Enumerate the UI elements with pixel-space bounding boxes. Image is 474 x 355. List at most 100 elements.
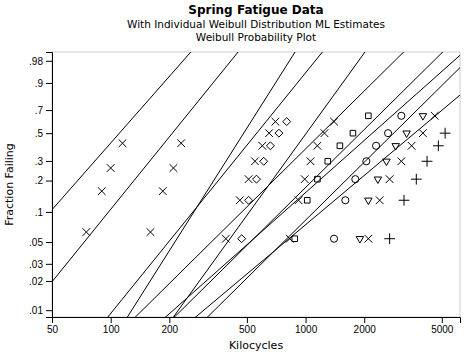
- point: [403, 131, 410, 137]
- y-tick-mark: [46, 110, 52, 111]
- point: [301, 175, 309, 183]
- point: [383, 159, 390, 165]
- point: [419, 114, 426, 120]
- x-tick: 500: [239, 317, 256, 335]
- point: [398, 157, 406, 165]
- x-axis-line: [53, 318, 461, 324]
- fit-line: [52, 55, 460, 317]
- fit-line: [52, 52, 460, 282]
- point: [275, 129, 283, 137]
- point: [292, 236, 298, 242]
- x-tick: 50: [47, 317, 59, 335]
- y-tick: .7: [35, 105, 52, 116]
- point: [314, 142, 322, 150]
- chart: .01.02.03.05.1.2.3.5.7.9.985010020050010…: [0, 0, 474, 355]
- x-tick-mark: [247, 317, 248, 323]
- x-tick-label: 2000: [354, 324, 377, 335]
- point: [342, 197, 349, 204]
- point: [365, 198, 372, 204]
- y-tick-label: .7: [35, 105, 44, 116]
- fit-line: [52, 52, 460, 317]
- x-tick: 100: [103, 317, 120, 335]
- point: [419, 129, 427, 137]
- point: [398, 112, 405, 119]
- y-tick: .98: [29, 55, 52, 66]
- x-tick-mark: [306, 317, 307, 323]
- fit-line: [52, 52, 460, 317]
- point: [384, 233, 395, 244]
- titles: Spring Fatigue DataWith Individual Weibu…: [127, 3, 385, 43]
- point: [304, 197, 310, 203]
- subtitle: Weibull Probability Plot: [196, 31, 316, 43]
- y-tick-label: .05: [29, 237, 43, 248]
- point: [266, 142, 274, 150]
- plot-frame: [52, 52, 460, 317]
- x-tick: 1000: [295, 317, 318, 335]
- y-axis: .01.02.03.05.1.2.3.5.7.9.98: [29, 53, 52, 318]
- point: [251, 157, 259, 165]
- point: [411, 174, 422, 185]
- x-tick-label: 1000: [295, 324, 318, 335]
- x-tick-label: 200: [161, 324, 178, 335]
- x-tick-mark: [442, 317, 443, 323]
- x-tick-label: 5000: [431, 324, 454, 335]
- y-tick: .03: [29, 259, 52, 270]
- point: [374, 177, 381, 183]
- point: [356, 237, 363, 243]
- y-tick-label: .2: [35, 175, 44, 186]
- y-tick-label: .9: [35, 78, 44, 89]
- point: [119, 139, 127, 147]
- point: [363, 158, 370, 165]
- point: [258, 142, 266, 150]
- point: [265, 129, 273, 137]
- y-tick-label: .01: [29, 305, 43, 316]
- point: [82, 228, 90, 236]
- point: [386, 175, 394, 183]
- y-axis-title: Fraction Failing: [3, 143, 16, 226]
- point: [433, 140, 444, 151]
- y-tick-label: .98: [29, 55, 43, 66]
- y-tick: .05: [29, 237, 52, 248]
- point: [376, 196, 384, 204]
- x-tick-label: 500: [239, 324, 256, 335]
- point: [283, 118, 291, 126]
- x-tick: 5000: [431, 317, 454, 335]
- fit-line: [52, 52, 460, 317]
- point: [107, 164, 115, 172]
- fit-line: [52, 52, 460, 210]
- point: [408, 142, 416, 150]
- title: Spring Fatigue Data: [188, 3, 323, 17]
- y-tick: .2: [35, 175, 52, 186]
- y-tick-label: .5: [35, 128, 44, 139]
- y-tick-mark: [46, 264, 52, 265]
- x-tick-mark: [52, 317, 53, 323]
- point: [330, 118, 338, 126]
- subtitle: With Individual Weibull Distribution ML …: [127, 18, 385, 30]
- y-tick-mark: [46, 310, 52, 311]
- y-tick-mark: [46, 83, 52, 84]
- x-tick-label: 100: [103, 324, 120, 335]
- x-axis-title: Kilocycles: [229, 339, 283, 352]
- y-tick: .9: [35, 78, 52, 89]
- point: [440, 128, 451, 139]
- point: [337, 143, 343, 149]
- y-tick: .1: [35, 207, 52, 218]
- point: [245, 175, 253, 183]
- fit-line: [52, 52, 460, 317]
- point: [177, 139, 185, 147]
- x-tick-label: 50: [47, 324, 59, 335]
- y-tick-mark: [46, 181, 52, 182]
- point: [147, 228, 155, 236]
- plot: .01.02.03.05.1.2.3.5.7.9.985010020050010…: [29, 0, 460, 355]
- fit-line: [52, 68, 460, 317]
- y-tick-mark: [46, 133, 52, 134]
- point: [260, 157, 268, 165]
- y-tick-mark: [46, 281, 52, 282]
- y-tick: .01: [29, 305, 52, 316]
- point: [352, 176, 359, 183]
- x-tick-mark: [169, 317, 170, 323]
- point: [272, 118, 280, 126]
- point: [238, 235, 246, 243]
- y-tick-label: .1: [35, 207, 44, 218]
- y-tick-mark: [46, 161, 52, 162]
